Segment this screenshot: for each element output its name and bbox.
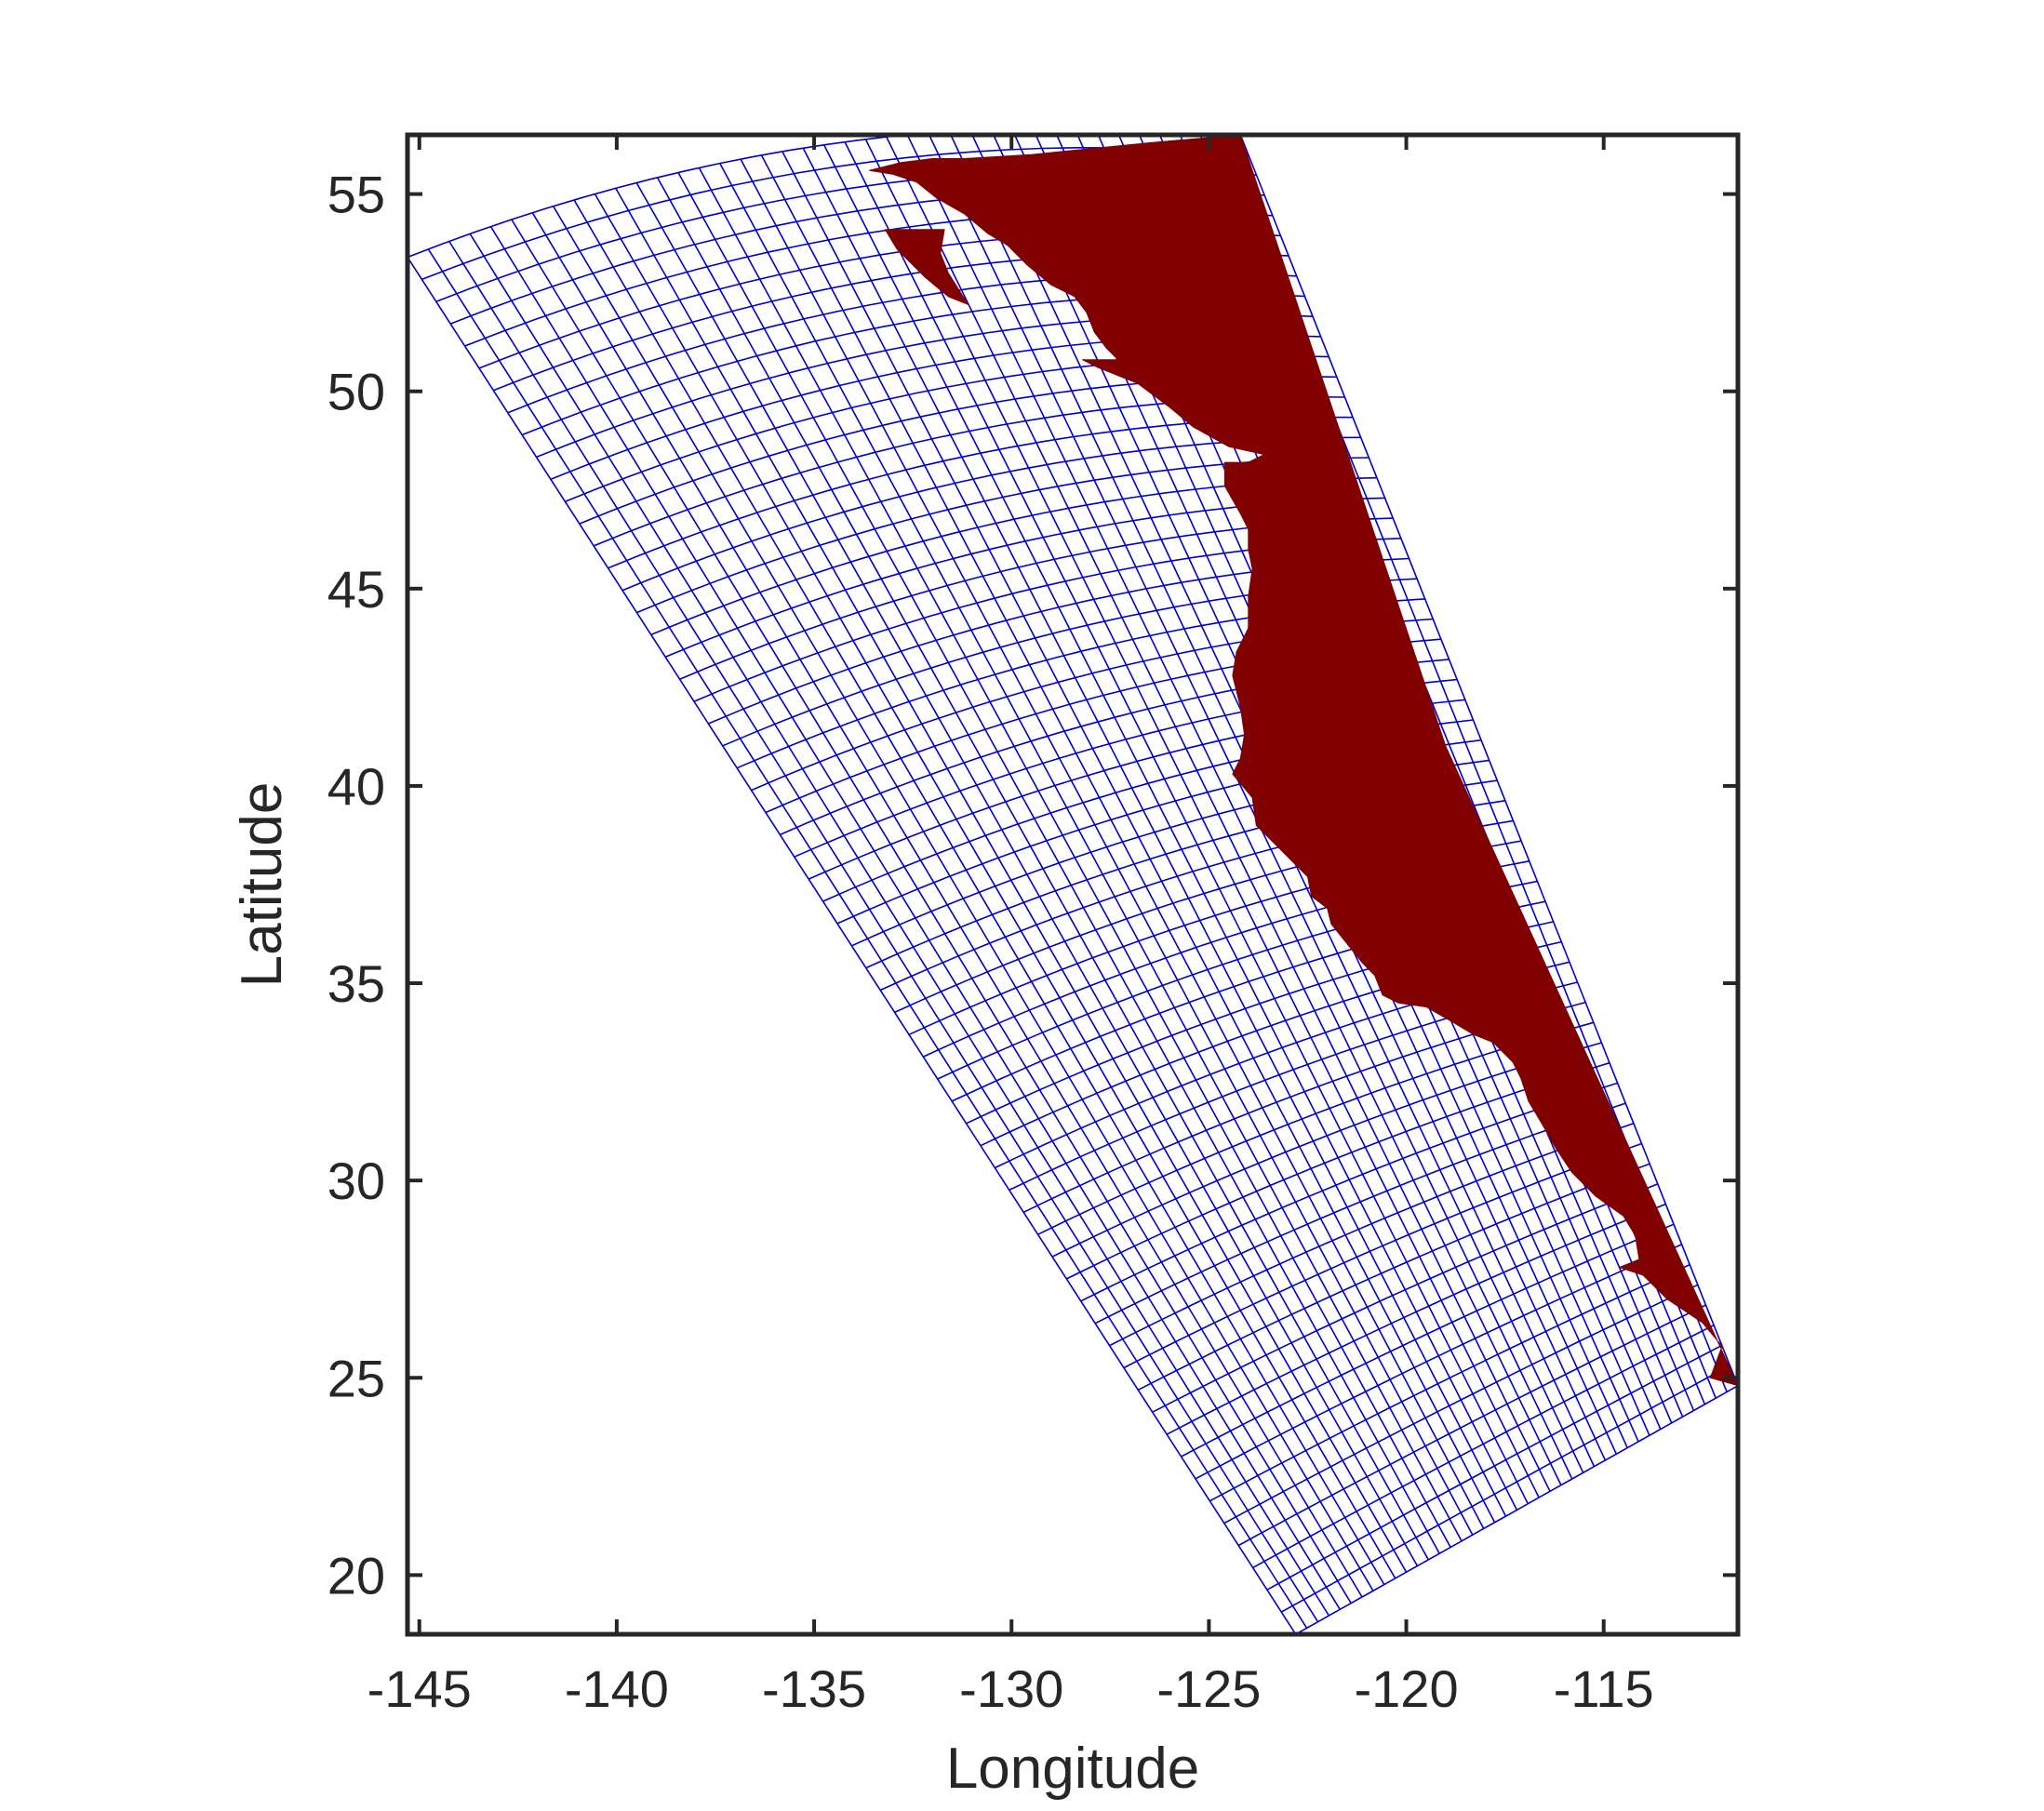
grid-column-line bbox=[489, 226, 1341, 1610]
y-tick-label: 25 bbox=[327, 1349, 385, 1407]
grid-column-line bbox=[573, 199, 1385, 1585]
x-tick-label: -115 bbox=[1554, 1659, 1654, 1718]
grid-column-line bbox=[531, 212, 1363, 1598]
grid-column-line bbox=[1239, 135, 1738, 1386]
land-island bbox=[884, 229, 969, 305]
x-tick-label: -145 bbox=[367, 1659, 472, 1718]
y-tick-label: 20 bbox=[327, 1546, 385, 1605]
grid-column-line bbox=[719, 163, 1463, 1542]
y-tick-label: 55 bbox=[327, 166, 385, 224]
x-tick-label: -130 bbox=[959, 1659, 1063, 1718]
grid-column-line bbox=[656, 177, 1429, 1561]
grid-column-line bbox=[886, 136, 1551, 1492]
y-axis: 20 25 30 35 40 45 50 55 bbox=[327, 166, 1738, 1605]
x-tick-label: -135 bbox=[762, 1659, 866, 1718]
grid-column-line bbox=[782, 151, 1496, 1524]
grid-column-line bbox=[615, 188, 1408, 1573]
grid-column-line bbox=[802, 147, 1507, 1517]
plot-area bbox=[407, 135, 1738, 1634]
grid-column-line bbox=[864, 139, 1540, 1498]
grid-column-line bbox=[677, 172, 1440, 1554]
y-tick-label: 45 bbox=[327, 560, 385, 619]
y-tick-label: 35 bbox=[327, 954, 385, 1013]
grid-column-line bbox=[469, 233, 1330, 1617]
x-axis: -145 -140 -135 -130 -125 -120 -115 bbox=[367, 135, 1654, 1718]
grid-column-line bbox=[906, 135, 1562, 1485]
x-axis-title: Longitude bbox=[946, 1737, 1199, 1801]
x-tick-label: -125 bbox=[1156, 1659, 1261, 1718]
grid-column-line bbox=[553, 206, 1374, 1591]
x-tick-label: -120 bbox=[1355, 1659, 1459, 1718]
land-mainland bbox=[869, 135, 1738, 1387]
axes-box bbox=[405, 132, 1741, 1637]
grid-column-line bbox=[635, 182, 1419, 1566]
x-tick-label: -140 bbox=[565, 1659, 669, 1718]
grid-column-line bbox=[698, 167, 1451, 1548]
grid-column-line bbox=[448, 241, 1319, 1623]
grid-column-line bbox=[760, 154, 1485, 1529]
land-island bbox=[1279, 438, 1301, 463]
grid-column-line bbox=[511, 219, 1352, 1605]
grid-column-line bbox=[928, 135, 1573, 1480]
grid-column-line bbox=[427, 248, 1308, 1629]
y-tick-label: 30 bbox=[327, 1152, 385, 1210]
y-tick-label: 40 bbox=[327, 757, 385, 816]
grid-column-line bbox=[407, 257, 1297, 1634]
land-mask bbox=[869, 135, 1738, 1387]
y-tick-label: 50 bbox=[327, 363, 385, 421]
grid-column-line bbox=[844, 141, 1530, 1505]
grid-column-line bbox=[822, 144, 1518, 1511]
grid-column-line bbox=[594, 193, 1396, 1579]
grid-column-line bbox=[740, 158, 1474, 1536]
y-axis-title: Latitude bbox=[230, 782, 294, 988]
